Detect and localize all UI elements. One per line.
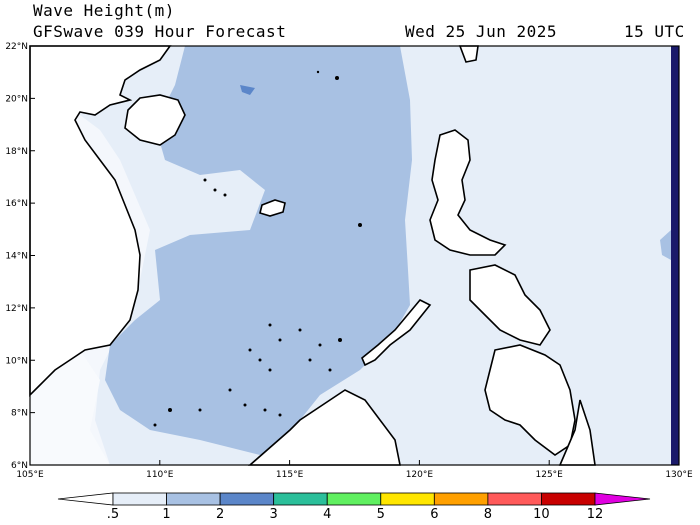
visayas-islands — [469, 264, 551, 346]
colorbar-label: 2 — [215, 507, 225, 522]
forecast-date: Wed 25 Jun 2025 — [405, 22, 557, 41]
colorbar-swatch — [112, 492, 167, 506]
colorbar-label: 10 — [533, 507, 550, 522]
lon-tick-label: 115°E — [276, 470, 304, 480]
colorbar-swatch — [219, 492, 275, 506]
high-wave-patch — [240, 85, 255, 95]
colorbar-swatch — [326, 492, 382, 506]
lon-tick-label: 105°E — [16, 470, 44, 480]
colorbar-swatch — [166, 492, 221, 506]
lon-tick-label: 130°E — [665, 470, 693, 480]
colorbar-swatch — [433, 492, 489, 506]
spratly-islands — [153, 70, 362, 427]
colorbar-min-triangle — [57, 492, 114, 506]
colorbar-swatch — [487, 492, 542, 506]
colorbar-swatch — [541, 492, 596, 506]
lat-tick-label: 16°N — [5, 199, 28, 209]
mindanao-island — [484, 344, 576, 456]
gulf-calm-area — [30, 350, 110, 465]
asia-mainland — [29, 45, 172, 397]
colorbar-label: 1 — [162, 507, 171, 522]
lat-tick-label: 10°N — [5, 356, 28, 366]
lat-tick-label: 18°N — [5, 147, 28, 157]
lat-tick-label: 8°N — [11, 409, 28, 419]
colorbar-max-triangle — [594, 492, 651, 506]
lat-tick-label: 20°N — [5, 94, 28, 104]
colorbar — [57, 492, 651, 506]
lon-tick-label: 125°E — [536, 470, 564, 480]
colorbar-swatch — [273, 492, 328, 506]
luzon-island — [429, 129, 507, 256]
lon-tick-label: 110°E — [146, 470, 174, 480]
forecast-time: 15 UTC — [624, 22, 685, 41]
paracel-islands — [259, 199, 286, 217]
lat-tick-label: 22°N — [5, 42, 28, 52]
borneo-coast — [247, 389, 401, 466]
colorbar-label: 3 — [269, 507, 278, 522]
pacific-moderate-patch — [660, 230, 671, 260]
palawan-island — [361, 299, 432, 367]
hainan-island — [124, 94, 186, 146]
colorbar-label: 12 — [586, 507, 604, 522]
forecast-subtitle: GFSwave 039 Hour Forecast — [33, 22, 287, 41]
colorbar-label: .5 — [106, 507, 120, 522]
map-title: Wave Height(m) — [33, 1, 175, 20]
lat-tick-label: 14°N — [5, 252, 28, 262]
lat-tick-label: 6°N — [11, 461, 28, 471]
edge-strip — [671, 46, 679, 465]
moderate-wave-area — [105, 46, 412, 455]
colorbar-label: 6 — [430, 507, 439, 522]
lon-tick-label: 120°E — [406, 470, 434, 480]
lat-tick-label: 12°N — [5, 304, 28, 314]
colorbar-label: 5 — [376, 507, 385, 522]
colorbar-label: 4 — [323, 507, 332, 522]
colorbar-label: 8 — [483, 507, 493, 522]
colorbar-swatch — [380, 492, 435, 506]
coastlines — [29, 45, 596, 466]
